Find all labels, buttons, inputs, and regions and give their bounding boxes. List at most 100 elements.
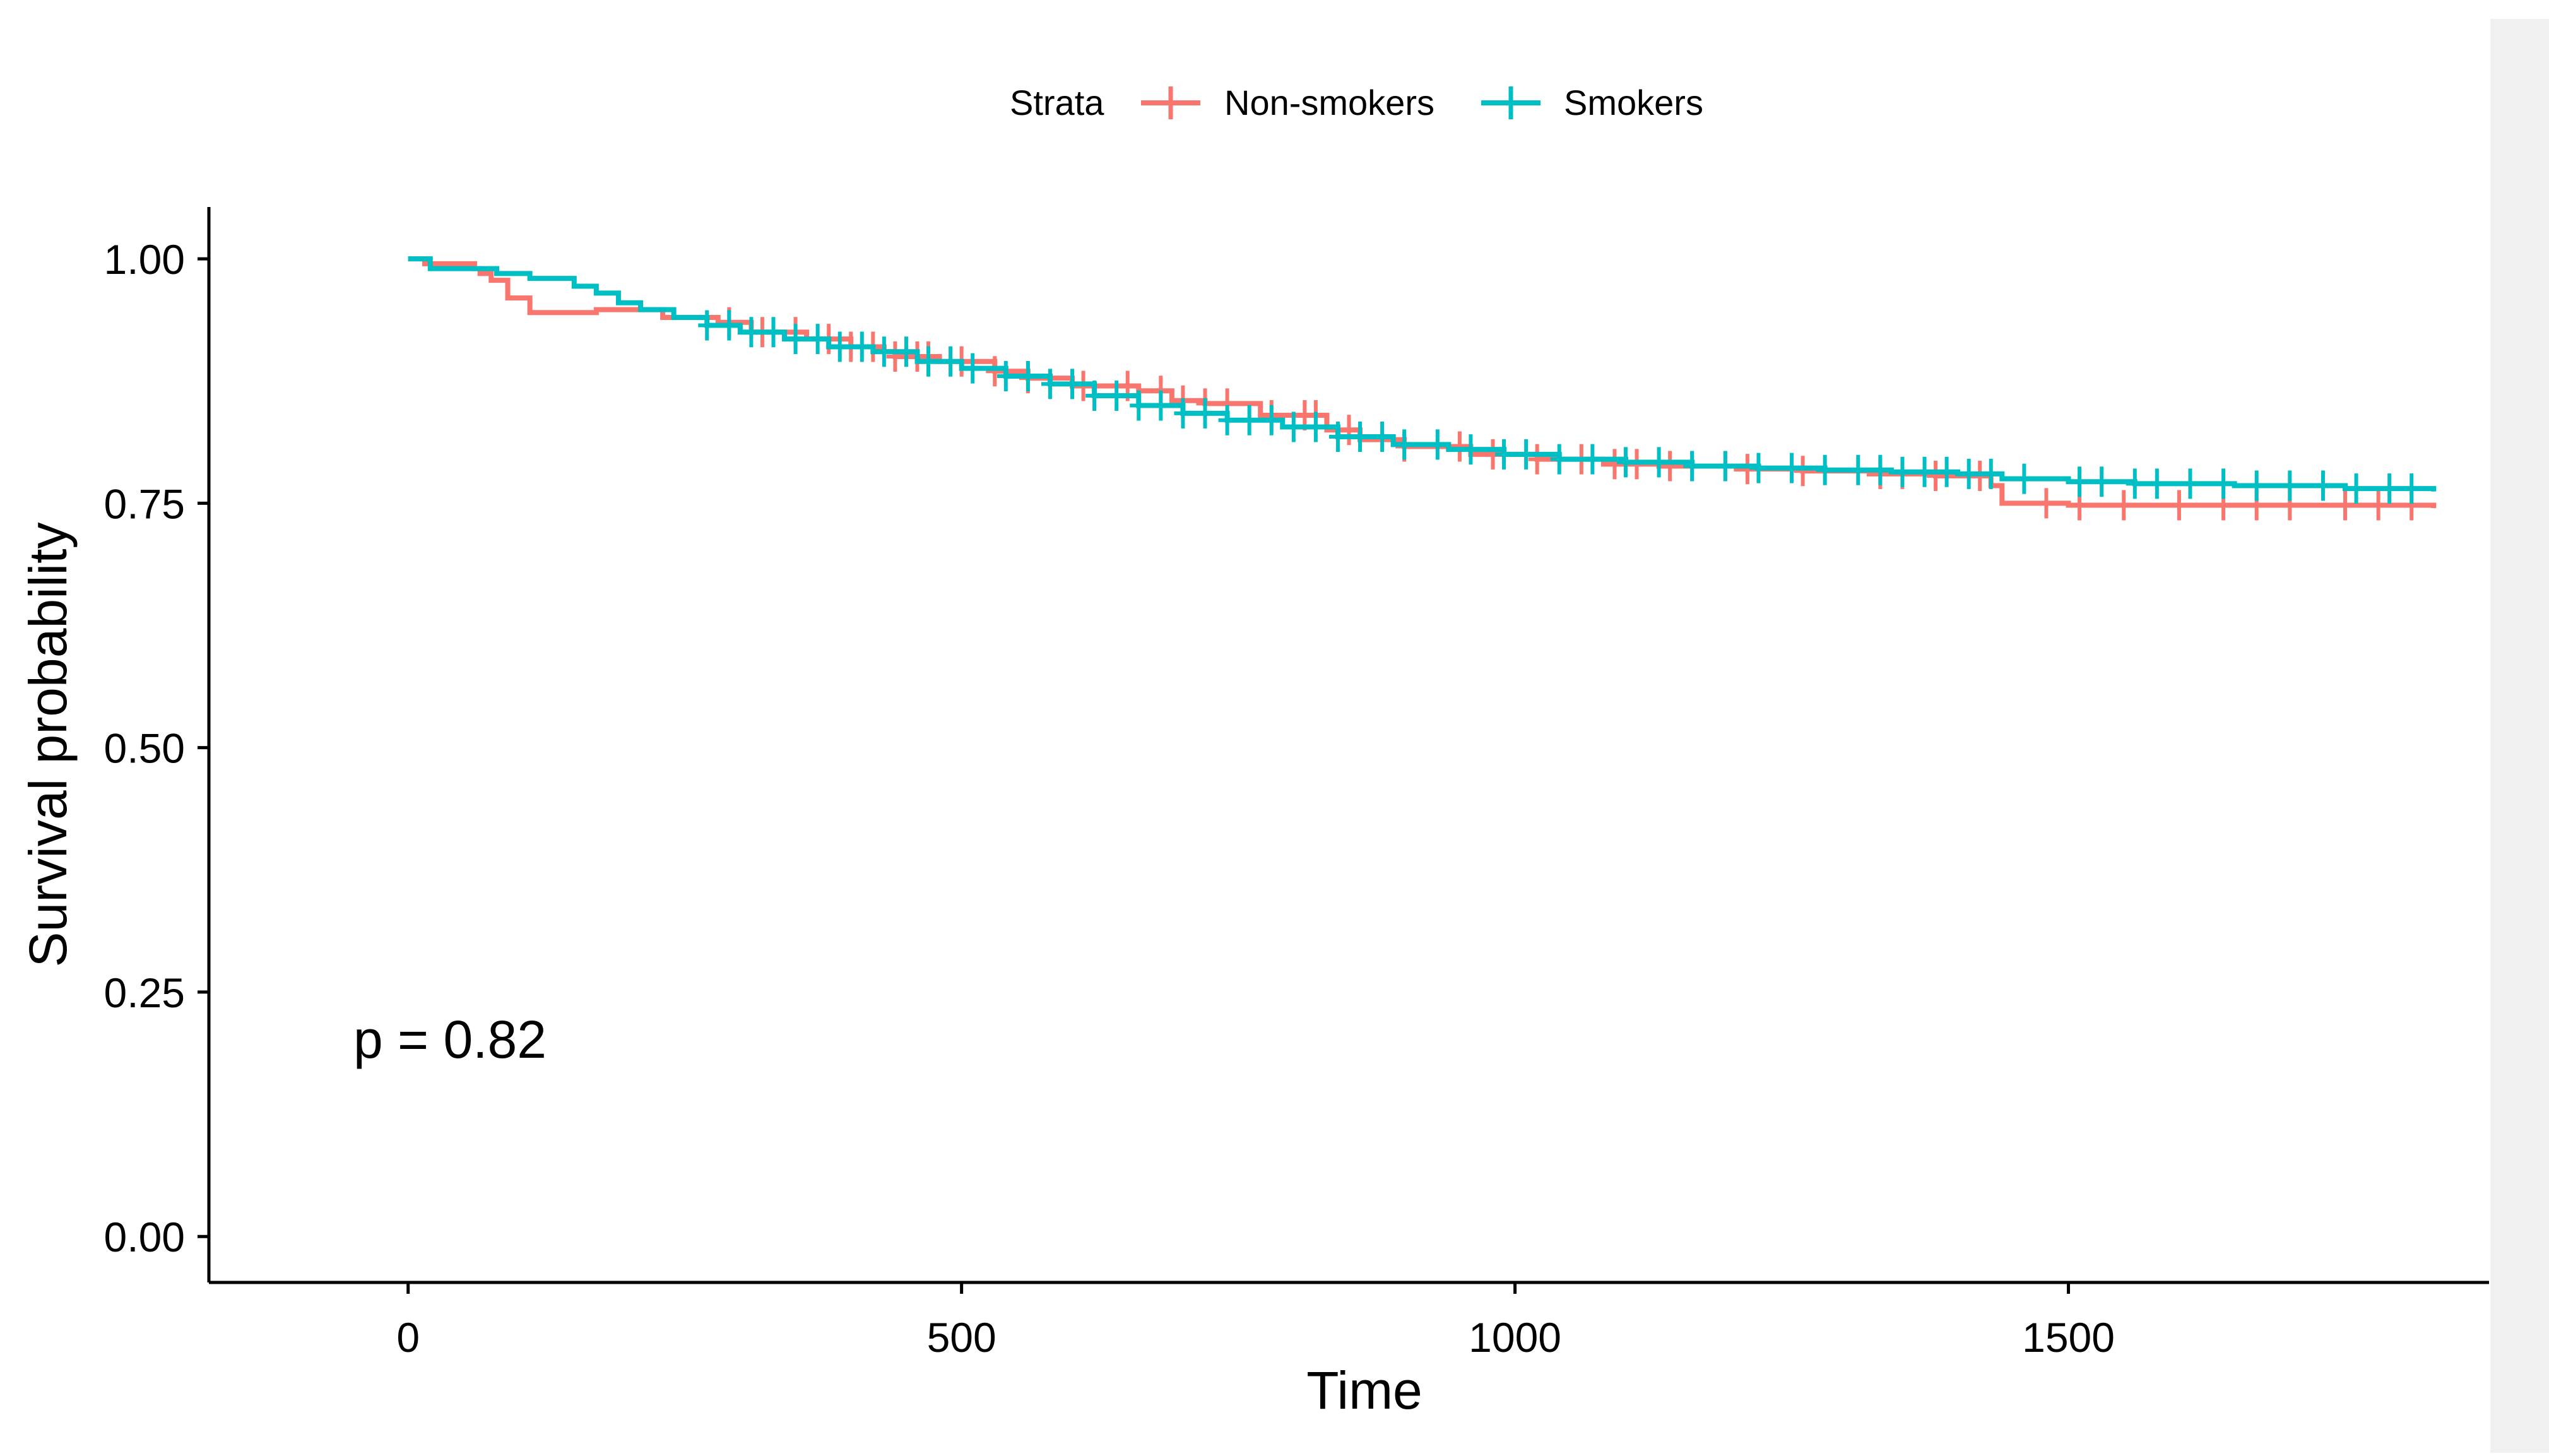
censor-mark-smokers: [1749, 453, 1768, 483]
censor-mark-smokers: [942, 346, 960, 377]
x-tick-label: 0: [396, 1314, 420, 1361]
censor-mark-non-smokers: [1927, 461, 1945, 491]
censor-mark-smokers: [1893, 456, 1912, 487]
y-tick-label: 0.50: [104, 725, 185, 772]
legend-item-non-smokers: Non-smokers: [1141, 83, 1434, 122]
legend-key-non-smokers: [1141, 86, 1200, 119]
y-tick-label: 1.00: [104, 236, 185, 283]
legend-label-smokers: Smokers: [1564, 83, 1703, 122]
censor-mark-smokers: [1849, 454, 1867, 485]
censor-mark-smokers: [2093, 466, 2111, 497]
censor-mark-non-smokers: [2369, 490, 2387, 521]
legend: Strata Non-smokers Smokers: [1010, 83, 1703, 122]
censor-mark-smokers: [1240, 405, 1258, 435]
y-tick-label: 0.75: [104, 480, 185, 527]
censor-mark-smokers: [1152, 390, 1170, 421]
y-tick-label: 0.00: [104, 1214, 185, 1260]
censor-mark-smokers: [1982, 458, 2000, 489]
legend-item-smokers: Smokers: [1481, 83, 1703, 122]
censor-mark-smokers: [698, 310, 716, 341]
y-axis-title: Survival probability: [18, 523, 78, 968]
p-value-annotation: p = 0.82: [353, 1010, 547, 1069]
legend-key-smokers: [1481, 86, 1541, 119]
censor-mark-smokers: [1130, 390, 1148, 421]
censor-mark-smokers: [964, 353, 982, 384]
censor-mark-non-smokers: [2115, 490, 2133, 521]
censor-mark-smokers: [1960, 458, 1978, 489]
censor-mark-smokers: [2281, 470, 2299, 501]
x-tick-label: 1000: [1469, 1314, 1561, 1361]
censor-mark-smokers: [1495, 439, 1513, 470]
censor-mark-smokers: [1616, 447, 1635, 478]
censor-mark-smokers: [1174, 398, 1192, 429]
side-panel: [2490, 19, 2549, 1453]
censor-mark-smokers: [1373, 422, 1392, 453]
censor-mark-smokers: [2015, 463, 2033, 494]
censor-mark-smokers: [1063, 369, 1082, 400]
censor-mark-smokers: [1196, 398, 1214, 429]
censor-mark-non-smokers: [1661, 451, 1679, 482]
censor-mark-non-smokers: [886, 341, 904, 372]
censor-mark-smokers: [1284, 411, 1303, 442]
censor-mark-smokers: [1462, 434, 1480, 465]
censor-mark-smokers: [1395, 429, 1414, 460]
censor-mark-smokers: [1306, 411, 1325, 442]
censor-mark-smokers: [1816, 454, 1834, 485]
censor-mark-smokers: [1108, 380, 1126, 411]
censor-mark-smokers: [1871, 454, 1890, 485]
censor-mark-smokers: [1937, 456, 1956, 487]
censor-mark-smokers: [764, 317, 783, 348]
censor-mark-smokers: [2347, 473, 2365, 504]
legend-items: Non-smokers Smokers: [1141, 83, 1703, 122]
censor-mark-smokers: [1351, 422, 1369, 453]
censor-mark-smokers: [742, 317, 760, 348]
x-tick-label: 500: [927, 1314, 997, 1361]
censor-mark-smokers: [1517, 439, 1535, 470]
censor-mark-smokers: [1041, 369, 1059, 400]
censor-mark-non-smokers: [2336, 490, 2354, 521]
censor-mark-smokers: [997, 360, 1015, 391]
censor-mark-smokers: [808, 324, 827, 355]
censor-mark-smokers: [2380, 473, 2399, 504]
censor-mark-non-smokers: [1528, 444, 1546, 475]
censor-mark-smokers: [1328, 422, 1347, 453]
censor-mark-smokers: [1428, 429, 1446, 460]
x-tick-label: 1500: [2022, 1314, 2115, 1361]
legend-title: Strata: [1010, 83, 1104, 122]
censor-mark-non-smokers: [1794, 456, 1812, 487]
censor-mark-non-smokers: [1606, 449, 1624, 480]
y-tick-label: 0.25: [104, 969, 185, 1016]
censor-mark-smokers: [2126, 468, 2144, 499]
censor-mark-smokers: [1218, 405, 1236, 435]
censor-mark-smokers: [831, 331, 849, 362]
censor-mark-smokers: [2071, 466, 2089, 497]
censor-mark-smokers: [2403, 473, 2421, 504]
censor-mark-smokers: [2148, 468, 2166, 499]
censor-mark-smokers: [1915, 456, 1934, 487]
survival-curve-non-smokers: [408, 256, 2437, 509]
survival-curve-smokers: [408, 256, 2437, 492]
series-group: [408, 256, 2437, 521]
censor-mark-smokers: [1550, 444, 1568, 475]
censor-mark-smokers: [920, 346, 938, 377]
censor-mark-smokers: [853, 331, 871, 362]
censor-mark-smokers: [1262, 405, 1280, 435]
censor-mark-non-smokers: [2170, 490, 2188, 521]
censor-mark-smokers: [1783, 453, 1801, 483]
censor-mark-smokers: [1085, 380, 1104, 411]
censor-mark-non-smokers: [1340, 415, 1358, 446]
x-ticks: 0 500 1000 1500: [396, 1282, 2115, 1361]
legend-label-non-smokers: Non-smokers: [1224, 83, 1434, 122]
censor-mark-smokers: [1716, 451, 1734, 482]
censor-mark-smokers: [897, 336, 915, 367]
censor-mark-smokers: [2215, 468, 2233, 499]
censor-mark-non-smokers: [986, 356, 1004, 387]
x-axis-title: Time: [1306, 1361, 1422, 1420]
censor-mark-smokers: [875, 336, 893, 367]
censor-mark-smokers: [1583, 444, 1602, 475]
censor-mark-smokers: [786, 324, 805, 355]
censor-mark-smokers: [1683, 451, 1701, 482]
censor-mark-smokers: [2314, 470, 2332, 501]
